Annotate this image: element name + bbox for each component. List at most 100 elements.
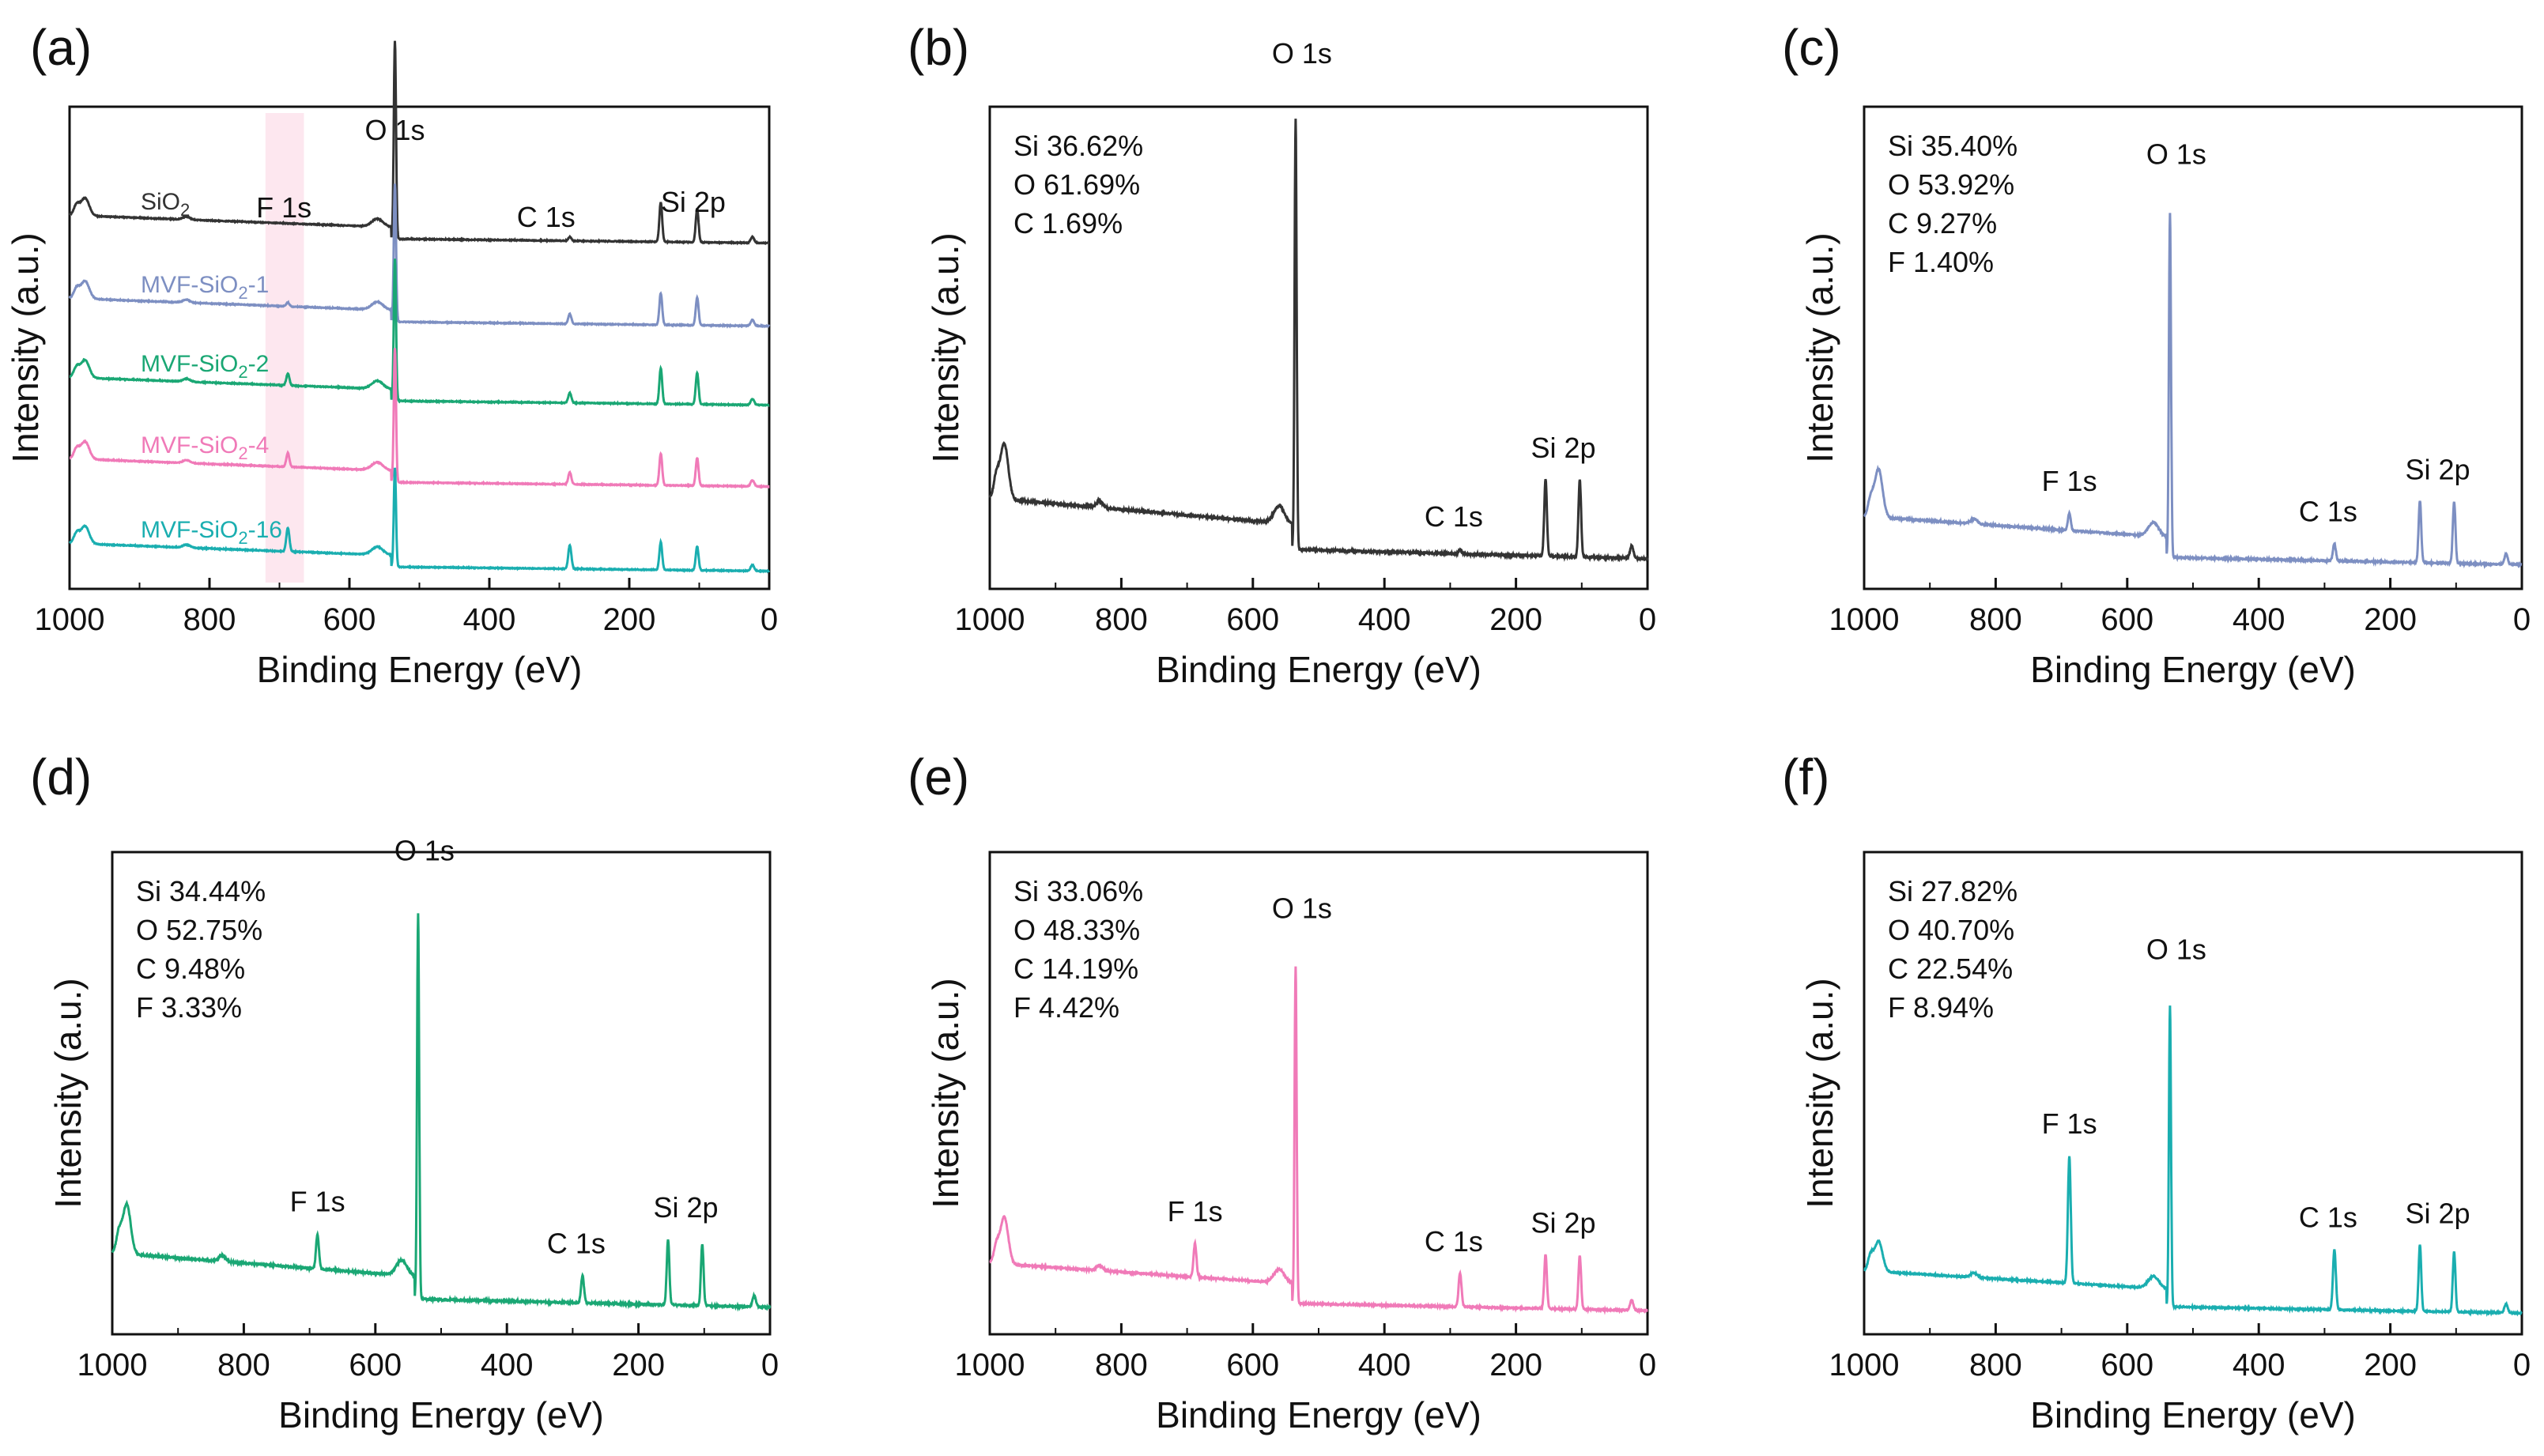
x-tick-label: 1000 — [1829, 1348, 1900, 1382]
y-axis-label: Intensity (a.u.) — [925, 978, 966, 1208]
peak-label-f1s: F 1s — [1168, 1195, 1223, 1228]
series-label-MVF-SiO2-16: MVF-SiO2-16 — [141, 517, 282, 548]
x-tick-label: 400 — [1358, 1348, 1411, 1382]
spectrum-line — [989, 966, 1648, 1315]
panel-letter: (c) — [1782, 19, 1841, 76]
x-tick-label: 800 — [1095, 602, 1148, 637]
composition-line: C 1.69% — [1013, 207, 1123, 240]
series-line-MVF-SiO2-1 — [68, 183, 771, 329]
x-tick-label: 800 — [183, 602, 236, 637]
composition-line: O 40.70% — [1888, 914, 2014, 946]
panel-d: 1000 800 600 400 200 0 Binding Energy (eV) Inte… — [30, 749, 779, 1435]
peak-label-c1s: C 1s — [1425, 500, 1483, 533]
y-axis-label: Intensity (a.u.) — [1799, 978, 1840, 1208]
composition-line: Si 35.40% — [1888, 130, 2017, 162]
peak-label-c1s: C 1s — [517, 201, 576, 233]
x-tick-label: 0 — [2513, 1348, 2531, 1382]
panel-b: 1000 800 600 400 200 0 Binding Energy (eV) Inte… — [908, 19, 1656, 690]
peak-label-o1s: O 1s — [2146, 138, 2206, 171]
composition-line: C 22.54% — [1888, 952, 2013, 985]
series-label-MVF-SiO2-1: MVF-SiO2-1 — [141, 272, 269, 303]
x-axis-label: Binding Energy (eV) — [278, 1394, 604, 1435]
series-label-SiO2: SiO2 — [141, 189, 190, 220]
composition-line: Si 27.82% — [1888, 875, 2017, 907]
peak-label-f1s: F 1s — [256, 191, 311, 224]
panel-letter: (a) — [30, 19, 92, 76]
x-tick-label: 0 — [761, 602, 778, 637]
x-axis-label: Binding Energy (eV) — [257, 649, 583, 690]
series-line-MVF-SiO2-4 — [69, 348, 770, 489]
x-tick-label: 200 — [2364, 1348, 2417, 1382]
peak-label-o1s: O 1s — [1272, 37, 1332, 70]
x-tick-label: 600 — [349, 1348, 402, 1382]
x-axis-label: Binding Energy (eV) — [1156, 1394, 1481, 1435]
x-axis-label: Binding Energy (eV) — [2030, 1394, 2356, 1435]
composition-line: F 1.40% — [1888, 246, 1994, 278]
panel-letter: (b) — [908, 19, 969, 76]
peak-label-si2p: Si 2p — [1531, 1206, 1595, 1239]
composition-line: C 9.27% — [1888, 207, 1997, 240]
panel-a: 1000 800 600 400 200 0 Binding Energy (eV) Inte… — [5, 19, 778, 690]
x-tick-label: 1000 — [35, 602, 105, 637]
peak-label-c1s: C 1s — [2299, 1201, 2357, 1234]
x-tick-label: 200 — [1489, 1348, 1542, 1382]
peak-label-c1s: C 1s — [2299, 495, 2357, 527]
x-tick-label: 200 — [603, 602, 656, 637]
series-line-MVF-SiO2-16 — [68, 467, 771, 574]
x-tick-label: 0 — [761, 1348, 779, 1382]
peak-label-f1s: F 1s — [2042, 465, 2097, 497]
x-tick-label: 1000 — [77, 1348, 148, 1382]
peak-label-f1s: F 1s — [290, 1186, 345, 1218]
y-axis-label: Intensity (a.u.) — [5, 232, 46, 462]
peak-label-c1s: C 1s — [1425, 1225, 1483, 1258]
f1s-highlight-band — [265, 113, 304, 583]
series-label-MVF-SiO2-4: MVF-SiO2-4 — [141, 432, 269, 463]
spectrum-line — [111, 913, 772, 1312]
x-tick-label: 200 — [612, 1348, 665, 1382]
x-tick-label: 800 — [217, 1348, 270, 1382]
x-tick-label: 600 — [1226, 602, 1279, 637]
composition-line: F 3.33% — [136, 991, 242, 1024]
peak-label-si2p: Si 2p — [1531, 432, 1595, 464]
composition-line: O 53.92% — [1888, 168, 2014, 201]
x-tick-label: 600 — [323, 602, 376, 637]
x-tick-label: 1000 — [1829, 602, 1900, 637]
x-tick-label: 800 — [1969, 602, 2022, 637]
composition-line: C 9.48% — [136, 952, 245, 985]
x-tick-label: 600 — [1226, 1348, 1279, 1382]
x-tick-label: 600 — [2100, 602, 2153, 637]
x-tick-label: 400 — [2233, 602, 2285, 637]
composition-line: F 8.94% — [1888, 991, 1994, 1024]
composition-line: Si 33.06% — [1013, 875, 1143, 907]
x-tick-label: 1000 — [955, 602, 1025, 637]
spectrum-line — [1863, 213, 2523, 570]
peak-label-si2p: Si 2p — [661, 186, 726, 218]
panel-c: 1000 800 600 400 200 0 Binding Energy (eV) Inte… — [1782, 19, 2531, 690]
panel-letter: (e) — [908, 749, 969, 805]
panel-letter: (f) — [1782, 749, 1829, 805]
x-tick-label: 0 — [2513, 602, 2531, 637]
x-tick-label: 0 — [1639, 1348, 1656, 1382]
peak-label-o1s: O 1s — [365, 114, 425, 146]
composition-line: O 48.33% — [1013, 914, 1140, 946]
panel-letter: (d) — [30, 749, 92, 805]
y-axis-label: Intensity (a.u.) — [925, 232, 966, 462]
peak-label-si2p: Si 2p — [2405, 1198, 2470, 1230]
composition-line: C 14.19% — [1013, 952, 1138, 985]
series-line-MVF-SiO2-2 — [69, 258, 770, 408]
peak-label-o1s: O 1s — [2146, 934, 2206, 966]
peak-label-c1s: C 1s — [547, 1227, 606, 1259]
x-tick-label: 0 — [1639, 602, 1656, 637]
panel-e: 1000 800 600 400 200 0 Binding Energy (eV) Inte… — [908, 749, 1656, 1435]
x-tick-label: 1000 — [955, 1348, 1025, 1382]
spectrum-line — [988, 119, 1649, 563]
series-label-MVF-SiO2-2: MVF-SiO2-2 — [141, 351, 269, 382]
composition-line: F 4.42% — [1013, 991, 1119, 1024]
x-tick-label: 400 — [2233, 1348, 2285, 1382]
composition-line: O 61.69% — [1013, 168, 1140, 201]
y-axis-label: Intensity (a.u.) — [1799, 232, 1840, 462]
composition-line: O 52.75% — [136, 914, 262, 946]
peak-label-si2p: Si 2p — [653, 1191, 718, 1224]
series-line-SiO2 — [68, 40, 769, 246]
